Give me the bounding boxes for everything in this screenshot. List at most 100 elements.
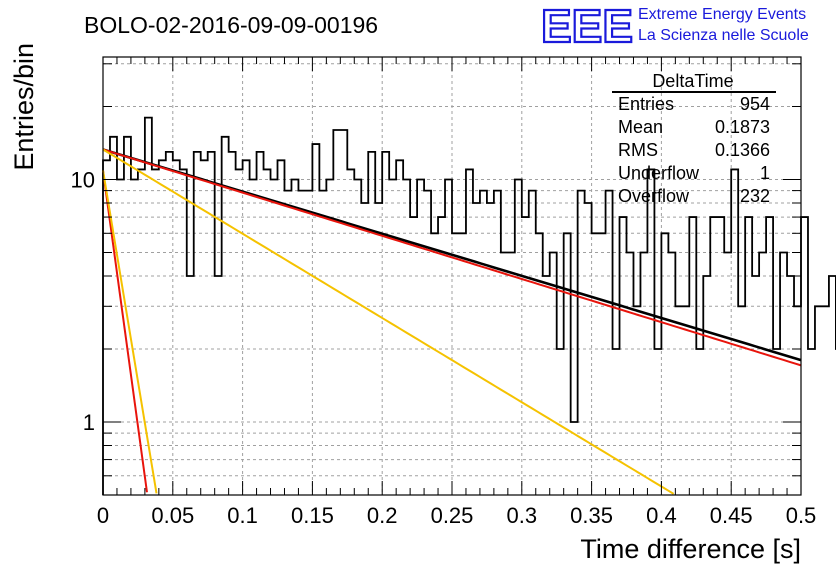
histogram-bin (745, 217, 752, 495)
stats-value-mean: 0.1873 (715, 117, 770, 137)
chart-title: BOLO-02-2016-09-09-00196 (84, 12, 378, 38)
histogram-bin (794, 306, 801, 495)
stats-label-underflow: Underflow (618, 163, 700, 183)
histogram-bin (347, 169, 354, 495)
x-tick-label: 0 (97, 503, 109, 528)
x-tick-label: 0.25 (431, 503, 474, 528)
histogram-bin (675, 306, 682, 495)
fit-curve (102, 148, 675, 495)
histogram-bin (787, 276, 794, 495)
fit-curve (102, 148, 802, 367)
histogram-bin (417, 179, 424, 495)
x-tick-label: 0.4 (646, 503, 677, 528)
fit-curve (102, 170, 158, 494)
histogram-bin (731, 169, 738, 495)
x-tick-label: 0.1 (227, 503, 258, 528)
histogram-bin (606, 191, 613, 495)
x-tick-label: 0.3 (507, 503, 538, 528)
histogram-bin (312, 144, 319, 495)
histogram-bin (319, 191, 326, 495)
histogram-bin (466, 169, 473, 495)
fit-curve (102, 170, 148, 493)
histogram-bars (102, 116, 836, 495)
histogram-bin (410, 217, 417, 495)
histogram-bin (117, 179, 124, 495)
histogram-bin (180, 169, 187, 495)
histogram-bin (508, 252, 515, 495)
x-tick-label: 0.35 (570, 503, 613, 528)
histogram-bin (284, 191, 291, 495)
histogram-bin (187, 276, 194, 495)
histogram-bin (326, 179, 333, 495)
x-tick-label: 0.05 (151, 503, 194, 528)
histogram-bin (431, 233, 438, 495)
histogram-outline (102, 116, 836, 495)
x-tick-label: 0.45 (710, 503, 753, 528)
histogram-bin (515, 179, 522, 495)
histogram-bin (682, 306, 689, 495)
histogram-bin (236, 169, 243, 495)
histogram-bin (752, 276, 759, 495)
histogram-bin (173, 160, 180, 495)
logo-subtitle-line2: La Scienza nelle Scuole (638, 27, 809, 44)
x-tick-label: 0.2 (367, 503, 398, 528)
histogram-bin (599, 233, 606, 495)
histogram-bin (627, 252, 634, 495)
x-tick-labels: 0 0.05 0.1 0.15 0.2 0.25 0.3 0.35 0.4 0.45 0.5 (97, 503, 816, 528)
y-tick-label: 10 (71, 167, 95, 192)
histogram-bin (501, 252, 508, 495)
histogram-bin (703, 276, 710, 495)
histogram-bin (801, 217, 808, 495)
histogram-bin (640, 252, 647, 495)
histogram-bin (340, 130, 347, 495)
stats-box-title: DeltaTime (652, 71, 733, 91)
histogram-bin (564, 233, 571, 495)
histogram-bin (710, 217, 717, 495)
histogram-bin (215, 276, 222, 495)
stats-box: DeltaTime Entries 954 Mean 0.1873 RMS 0.… (612, 71, 776, 206)
x-tick-label: 0.5 (786, 503, 817, 528)
histogram-bin (738, 306, 745, 495)
stats-value-underflow: 1 (760, 163, 770, 183)
histogram-bin (271, 179, 278, 495)
histogram-bin (291, 179, 298, 495)
histogram-bin (403, 179, 410, 495)
histogram-bin (647, 169, 654, 495)
histogram-bin (529, 191, 536, 495)
stats-value-rms: 0.1366 (715, 140, 770, 160)
y-tick-labels: 1 10 (71, 167, 95, 435)
histogram-bin (661, 233, 668, 495)
stats-label-entries: Entries (618, 94, 674, 114)
histogram-bin (243, 160, 250, 495)
histogram-bin (724, 252, 731, 495)
histogram-bin (298, 191, 305, 495)
histogram-bin (829, 276, 836, 495)
stats-value-overflow: 232 (740, 186, 770, 206)
histogram-bin (633, 306, 640, 495)
histogram-bin (480, 191, 487, 495)
stats-label-mean: Mean (618, 117, 663, 137)
histogram-bin (759, 252, 766, 495)
stats-label-rms: RMS (618, 140, 658, 160)
histogram-bin (445, 179, 452, 495)
histogram-bin (131, 179, 138, 495)
stats-label-overflow: Overflow (618, 186, 690, 206)
histogram-bin (333, 130, 340, 495)
axis-ticks (103, 57, 801, 496)
histogram-bin (543, 276, 550, 495)
histogram-bin (592, 233, 599, 495)
x-tick-label: 0.15 (291, 503, 334, 528)
histogram-bin (668, 252, 675, 495)
stats-value-entries: 954 (740, 94, 770, 114)
histogram-bin (578, 191, 585, 495)
histogram-bin (522, 217, 529, 495)
histogram-bin (264, 169, 271, 495)
y-tick-label: 1 (83, 410, 95, 435)
y-axis-label: Entries/bin (9, 43, 39, 171)
histogram-bin (689, 217, 696, 495)
eee-logo-text: EEE (541, 0, 633, 52)
histogram-bin (822, 306, 829, 495)
histogram-bin (494, 191, 501, 495)
